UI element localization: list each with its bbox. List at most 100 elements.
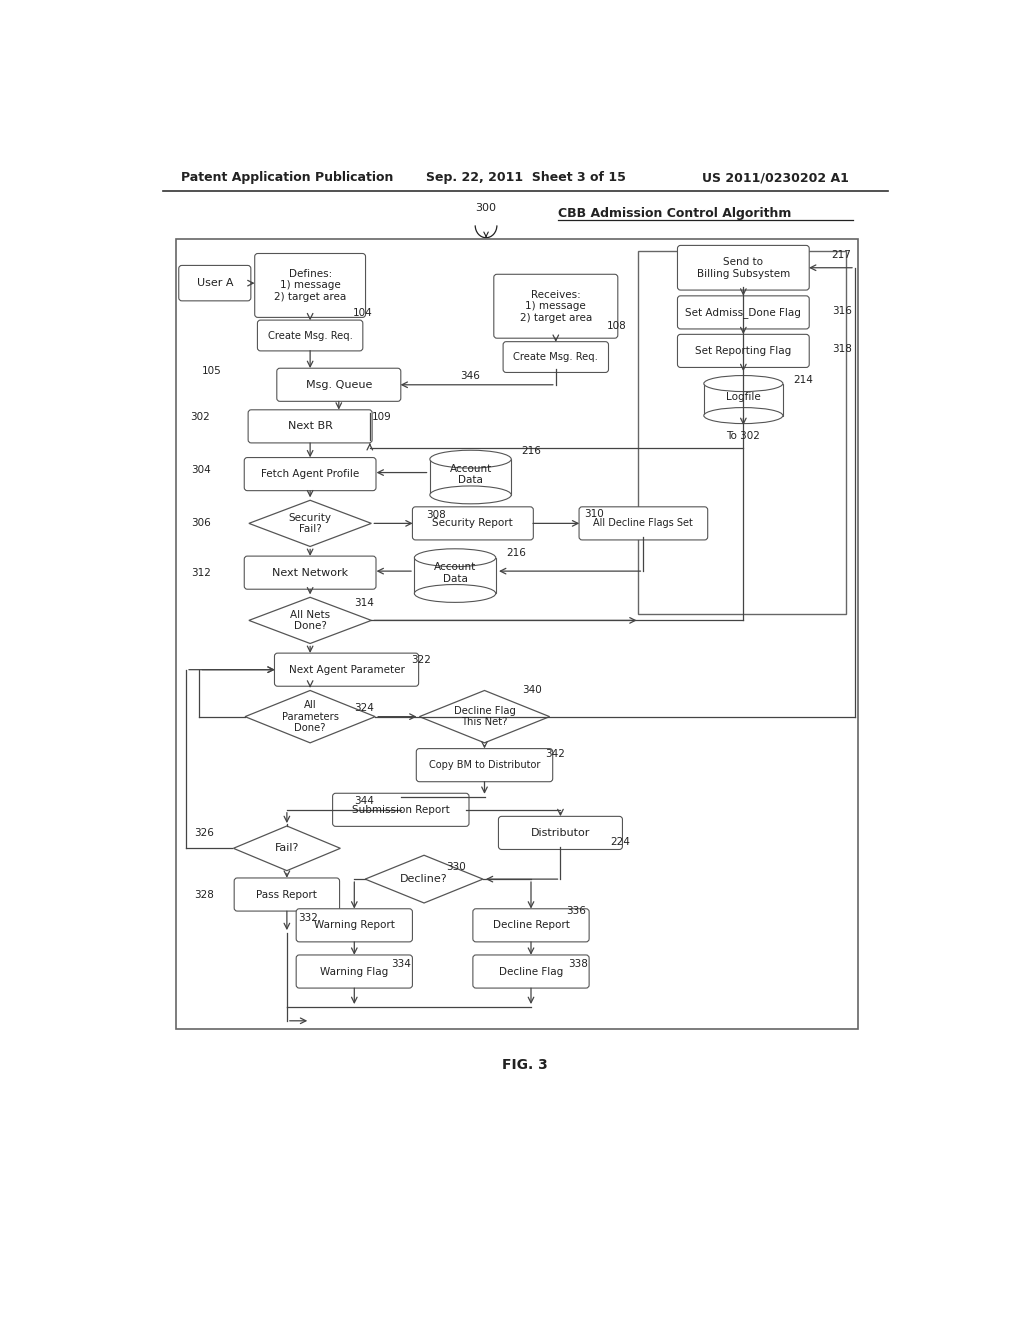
FancyBboxPatch shape [179, 265, 251, 301]
FancyBboxPatch shape [296, 954, 413, 989]
FancyBboxPatch shape [255, 253, 366, 317]
Text: FIG. 3: FIG. 3 [502, 1059, 548, 1072]
Text: 224: 224 [610, 837, 630, 847]
Polygon shape [366, 855, 483, 903]
Text: CBB Admission Control Algorithm: CBB Admission Control Algorithm [558, 207, 792, 220]
Ellipse shape [430, 486, 511, 504]
Text: US 2011/0230202 A1: US 2011/0230202 A1 [701, 172, 848, 185]
Text: 109: 109 [372, 412, 392, 422]
Text: 306: 306 [191, 519, 211, 528]
FancyBboxPatch shape [503, 342, 608, 372]
FancyBboxPatch shape [473, 908, 589, 942]
Text: 302: 302 [190, 412, 210, 422]
Text: 108: 108 [607, 321, 627, 331]
Text: Fail?: Fail? [274, 843, 299, 853]
Text: Create Msg. Req.: Create Msg. Req. [513, 352, 598, 362]
Ellipse shape [703, 408, 783, 424]
Ellipse shape [415, 585, 496, 602]
Text: Warning Flag: Warning Flag [321, 966, 388, 977]
Text: Set Admiss_Done Flag: Set Admiss_Done Flag [685, 308, 802, 318]
Text: 318: 318 [831, 345, 852, 354]
Text: Set Reporting Flag: Set Reporting Flag [695, 346, 792, 356]
FancyBboxPatch shape [234, 878, 340, 911]
Text: 326: 326 [194, 828, 214, 838]
Polygon shape [420, 690, 550, 743]
FancyBboxPatch shape [333, 793, 469, 826]
Polygon shape [249, 500, 372, 546]
Text: 214: 214 [793, 375, 813, 385]
Text: 216: 216 [521, 446, 542, 455]
Text: 322: 322 [411, 656, 431, 665]
Text: 324: 324 [354, 704, 374, 713]
Bar [430, 459, 511, 495]
Text: Security
Fail?: Security Fail? [289, 512, 332, 535]
FancyBboxPatch shape [245, 458, 376, 491]
FancyBboxPatch shape [276, 368, 400, 401]
FancyBboxPatch shape [274, 653, 419, 686]
Text: Pass Report: Pass Report [256, 890, 317, 899]
Bar [415, 558, 496, 594]
Text: 338: 338 [568, 958, 588, 969]
FancyBboxPatch shape [678, 246, 809, 290]
Text: 334: 334 [391, 958, 412, 969]
Text: 336: 336 [566, 907, 586, 916]
Text: All
Parameters
Done?: All Parameters Done? [282, 700, 339, 733]
Text: Account
Data: Account Data [434, 562, 476, 583]
Polygon shape [233, 826, 340, 871]
Text: 330: 330 [445, 862, 466, 871]
Text: Security Report: Security Report [432, 519, 513, 528]
Text: 332: 332 [299, 912, 318, 923]
FancyBboxPatch shape [499, 816, 623, 850]
Ellipse shape [703, 376, 783, 392]
Text: All Nets
Done?: All Nets Done? [290, 610, 330, 631]
Text: Decline Flag: Decline Flag [499, 966, 563, 977]
FancyBboxPatch shape [257, 321, 362, 351]
FancyBboxPatch shape [245, 556, 376, 589]
Text: 316: 316 [831, 306, 852, 315]
Text: Next BR: Next BR [288, 421, 333, 432]
Text: Defines:
1) message
2) target area: Defines: 1) message 2) target area [274, 269, 346, 302]
Text: 342: 342 [545, 750, 565, 759]
Text: Account
Data: Account Data [450, 463, 492, 486]
FancyBboxPatch shape [473, 954, 589, 989]
Text: Patent Application Publication: Patent Application Publication [180, 172, 393, 185]
FancyBboxPatch shape [579, 507, 708, 540]
FancyBboxPatch shape [248, 409, 372, 444]
Bar [703, 384, 783, 416]
Text: Decline Report: Decline Report [493, 920, 569, 931]
Text: Next Network: Next Network [272, 568, 348, 578]
Polygon shape [245, 690, 375, 743]
Text: 304: 304 [191, 465, 211, 475]
Text: Copy BM to Distributor: Copy BM to Distributor [429, 760, 541, 770]
Ellipse shape [415, 549, 496, 566]
Text: 346: 346 [460, 371, 479, 381]
Text: To 302: To 302 [726, 430, 760, 441]
FancyBboxPatch shape [678, 296, 809, 329]
Text: 105: 105 [202, 366, 221, 376]
Text: 310: 310 [584, 510, 603, 519]
Text: Decline Flag
This Net?: Decline Flag This Net? [454, 706, 515, 727]
Text: Receives:
1) message
2) target area: Receives: 1) message 2) target area [519, 289, 592, 323]
Text: Sep. 22, 2011  Sheet 3 of 15: Sep. 22, 2011 Sheet 3 of 15 [426, 172, 627, 185]
Polygon shape [249, 598, 372, 644]
Text: Warning Report: Warning Report [314, 920, 394, 931]
FancyBboxPatch shape [417, 748, 553, 781]
Text: 314: 314 [354, 598, 374, 609]
Text: 300: 300 [475, 203, 497, 214]
Text: Decline?: Decline? [400, 874, 447, 884]
FancyBboxPatch shape [678, 334, 809, 367]
FancyBboxPatch shape [296, 908, 413, 942]
Text: 104: 104 [352, 308, 373, 318]
Text: 312: 312 [191, 568, 211, 578]
Text: 217: 217 [831, 251, 852, 260]
Text: User A: User A [197, 279, 233, 288]
Text: Send to
Billing Subsystem: Send to Billing Subsystem [696, 257, 790, 279]
Text: All Decline Flags Set: All Decline Flags Set [594, 519, 693, 528]
Text: 344: 344 [354, 796, 374, 805]
FancyBboxPatch shape [413, 507, 534, 540]
Text: Logfile: Logfile [726, 392, 761, 403]
Text: Submission Report: Submission Report [352, 805, 450, 814]
Text: 216: 216 [506, 548, 526, 557]
Text: Next Agent Parameter: Next Agent Parameter [289, 665, 404, 675]
Text: Fetch Agent Profile: Fetch Agent Profile [261, 469, 359, 479]
